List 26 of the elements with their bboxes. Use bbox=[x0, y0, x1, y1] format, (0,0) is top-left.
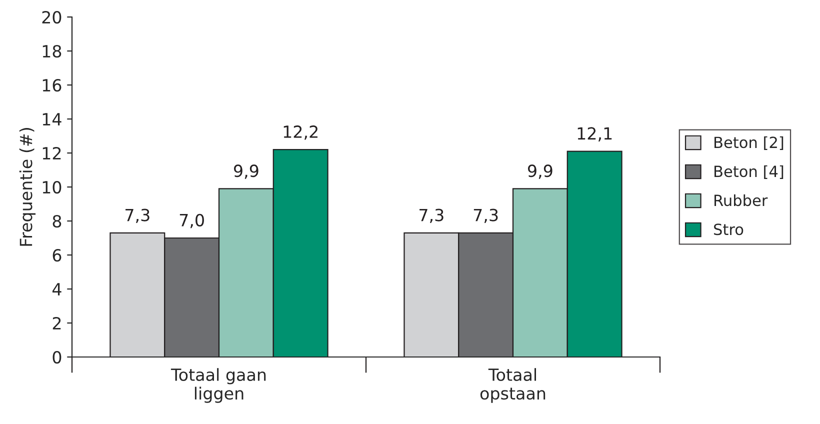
data-label: 7,3 bbox=[126, 208, 150, 224]
legend-label: Beton [4] bbox=[714, 165, 784, 179]
data-label: 7,0 bbox=[180, 214, 204, 228]
x-tick-label: Totaal opstaan bbox=[480, 368, 546, 403]
data-label: 9,9 bbox=[234, 164, 258, 179]
x-tick-label: Totaal gaan liggen bbox=[170, 368, 266, 403]
data-label: 12,2 bbox=[284, 125, 318, 140]
y-tick-label: 14 bbox=[42, 113, 62, 126]
y-tick-label: 6 bbox=[52, 248, 62, 262]
y-tick-label: 18 bbox=[42, 44, 62, 58]
y-tick-label: 2 bbox=[52, 316, 61, 330]
y-tick-label: 16 bbox=[42, 78, 62, 92]
data-label: 7,3 bbox=[474, 208, 498, 224]
data-label: 7,3 bbox=[420, 208, 444, 224]
legend-label: Rubber bbox=[714, 194, 768, 206]
data-label: 9,9 bbox=[528, 164, 552, 179]
legend-label: Beton [2] bbox=[714, 136, 784, 150]
y-tick-label: 12 bbox=[42, 146, 61, 160]
y-tick-label: 10 bbox=[42, 180, 62, 194]
legend-label: Stro bbox=[714, 224, 744, 236]
data-label: 12,1 bbox=[578, 127, 612, 142]
y-tick-label: 20 bbox=[42, 10, 62, 24]
y-tick-label: 8 bbox=[52, 214, 62, 228]
y-tick-label: 0 bbox=[52, 350, 62, 364]
y-tick-label: 4 bbox=[52, 283, 62, 296]
y-axis-title: Frequentie (#) bbox=[19, 128, 36, 246]
